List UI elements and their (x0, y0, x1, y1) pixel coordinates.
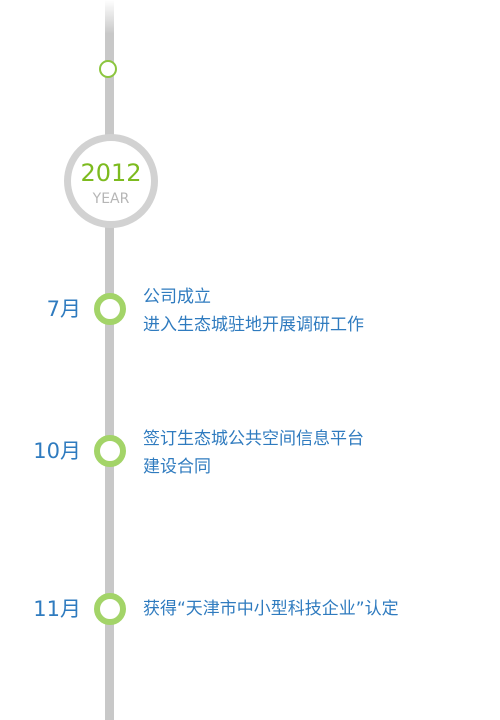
event-dot (94, 435, 126, 467)
event-description: 签订生态城公共空间信息平台 建设合同 (143, 425, 364, 481)
year-number: 2012 (80, 159, 142, 187)
event-text-line: 建设合同 (143, 457, 211, 477)
event-text-line: 签订生态城公共空间信息平台 (143, 429, 364, 449)
timeline-event-july: 7月 公司成立 进入生态城驻地开展调研工作 (0, 287, 500, 376)
timeline-top-fade (105, 0, 114, 34)
event-month: 10月 (33, 439, 81, 463)
event-dot (94, 293, 126, 325)
event-text-line: 进入生态城驻地开展调研工作 (143, 315, 364, 335)
year-badge: 2012 YEAR (64, 134, 158, 228)
year-label: YEAR (92, 191, 130, 207)
event-description: 公司成立 进入生态城驻地开展调研工作 (143, 283, 364, 339)
event-text-line: 获得“天津市中小型科技企业”认定 (143, 599, 399, 619)
timeline-start-marker (99, 60, 117, 78)
event-text-line: 公司成立 (143, 287, 211, 307)
event-dot (94, 593, 126, 625)
event-description: 获得“天津市中小型科技企业”认定 (143, 595, 399, 623)
timeline-line (105, 0, 114, 720)
event-month: 11月 (33, 597, 81, 621)
event-month: 7月 (46, 297, 81, 321)
timeline-event-november: 11月 获得“天津市中小型科技企业”认定 (0, 593, 500, 676)
timeline-event-october: 10月 签订生态城公共空间信息平台 建设合同 (0, 429, 500, 518)
